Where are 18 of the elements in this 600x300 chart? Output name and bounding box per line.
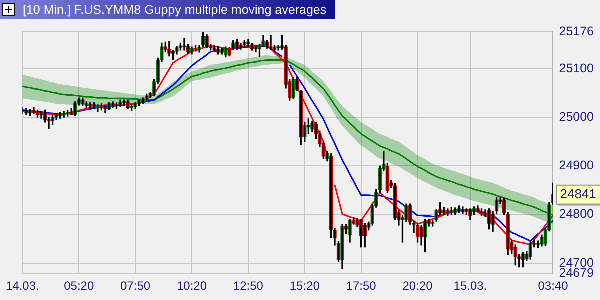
text: 24841: [560, 186, 596, 202]
y-tick-label: 25176: [559, 24, 594, 38]
y-tick-label: 24800: [559, 207, 594, 222]
x-tick-label: 17:50: [346, 279, 377, 294]
x-tick-label: 12:50: [233, 279, 264, 294]
y-tick-label: 24900: [559, 158, 594, 173]
chart-title: [10 Min.] F.US.YMM8 Guppy multiple moving averages: [23, 2, 327, 16]
x-tick-label: 10:20: [176, 279, 208, 294]
x-tick-label: 20:20: [402, 279, 434, 294]
x-tick-label: 03:40: [538, 279, 569, 294]
x-tick-label: 07:50: [120, 279, 151, 294]
x-tick-label: 05:20: [64, 279, 94, 294]
y-tick-label: 25100: [559, 61, 594, 76]
x-tick-label: 15.03.: [454, 279, 488, 294]
x-tick-label: 15:20: [290, 279, 320, 294]
y-tick-label: 25000: [559, 110, 594, 124]
x-tick-label: 14.03.: [6, 279, 40, 294]
y-tick-label: 24679: [559, 266, 594, 280]
